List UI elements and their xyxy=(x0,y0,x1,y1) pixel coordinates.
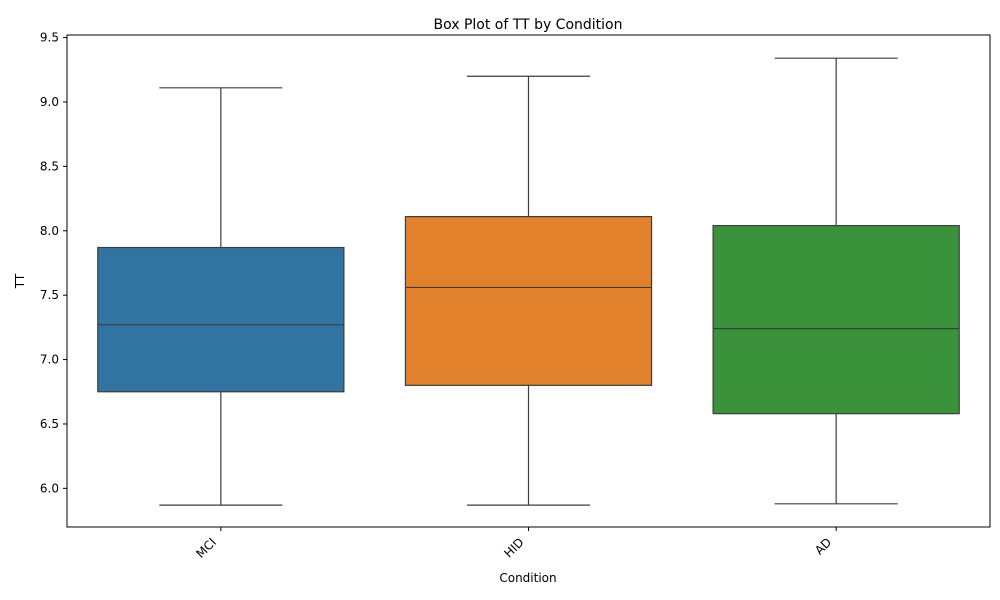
chart-title: Box Plot of TT by Condition xyxy=(434,17,623,33)
box-mci xyxy=(97,87,345,506)
y-axis: 6.0 6.5 7.0 7.5 8.0 8.5 9.0 9.5 xyxy=(40,31,67,495)
y-tick-label: 6.0 xyxy=(40,481,59,495)
x-axis-label: Condition xyxy=(499,571,556,585)
y-tick-label: 9.5 xyxy=(40,31,59,45)
x-tick-label: MCI xyxy=(193,535,219,561)
iqr-box xyxy=(712,225,960,415)
iqr-box xyxy=(404,216,653,386)
y-tick-label: 9.0 xyxy=(40,95,59,109)
y-tick-label: 6.5 xyxy=(40,417,59,431)
x-tick-label: HID xyxy=(501,535,526,560)
y-axis-label: TT xyxy=(13,273,27,289)
box-ad xyxy=(712,57,960,505)
box-hid xyxy=(404,75,653,506)
iqr-box xyxy=(97,246,345,393)
x-axis: MCI HID AD xyxy=(193,527,837,561)
y-tick-label: 8.0 xyxy=(40,224,59,238)
y-tick-label: 8.5 xyxy=(40,159,59,173)
boxes-layer xyxy=(97,57,960,506)
y-tick-label: 7.5 xyxy=(40,288,59,302)
y-tick-label: 7.0 xyxy=(40,353,59,367)
x-tick-label: AD xyxy=(812,535,834,557)
